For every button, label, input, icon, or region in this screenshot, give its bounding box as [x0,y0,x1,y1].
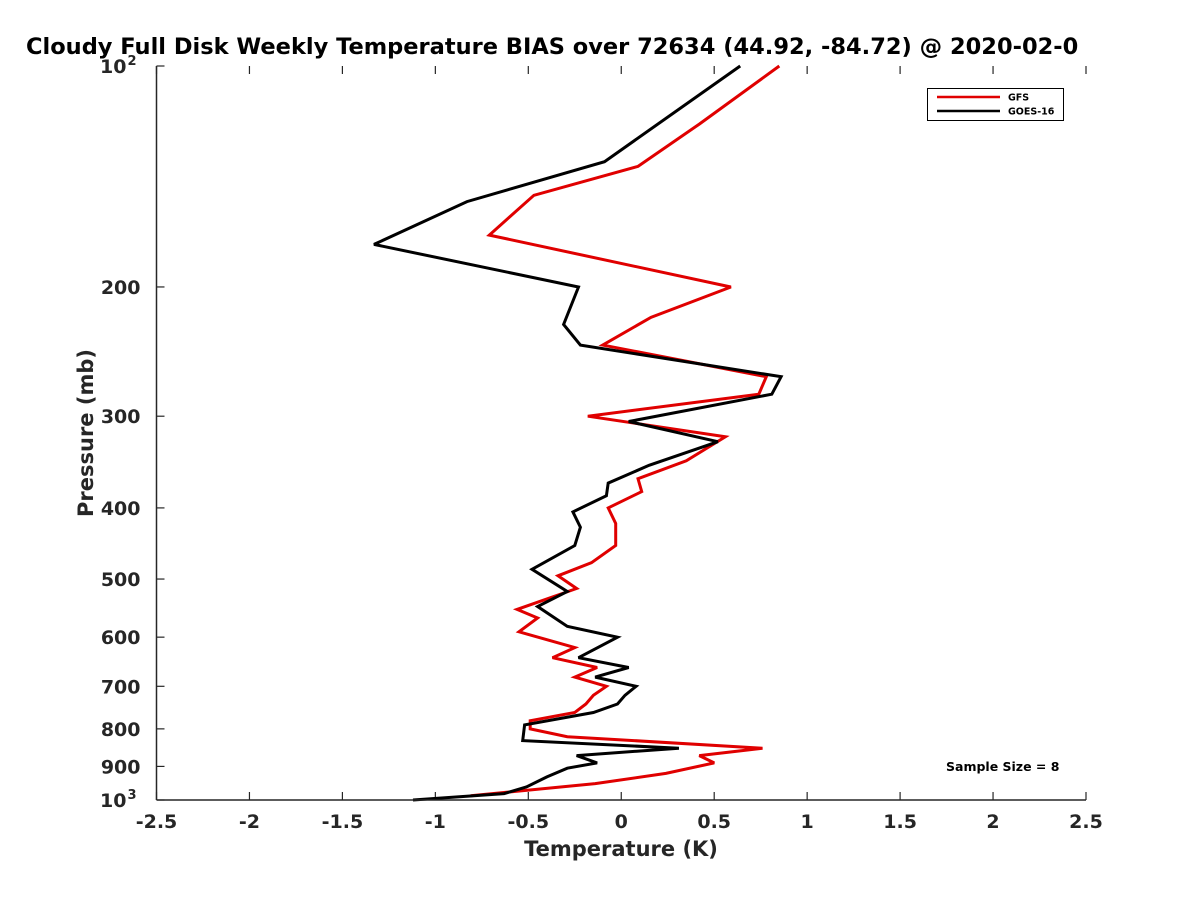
y-axis-label: Pressure (mb) [74,349,98,517]
y-tick-label: 10 [100,56,126,78]
series-line-gfs [470,64,781,798]
sample-size-annotation: Sample Size = 8 [946,759,1059,774]
x-tick-label: -2.5 [136,811,178,833]
legend: GFS GOES-16 [927,88,1064,121]
y-tick-label: 200 [101,277,141,299]
series-line-goes16 [373,64,784,802]
x-tick-label: 0.5 [697,811,731,833]
y-tick-label-base: 10 [100,790,126,812]
series-lines-group [373,64,784,802]
legend-label-gfs: GFS [1008,93,1029,104]
chart-title: Cloudy Full Disk Weekly Temperature BIAS… [26,34,1078,60]
x-tick-label: -1 [425,811,446,833]
y-tick-label-exponent: 3 [128,788,137,803]
y-tick-label: 700 [101,676,141,698]
x-tick-label: 1 [801,811,814,833]
x-tick-label: -0.5 [508,811,550,833]
legend-box [927,88,1064,121]
tick-marks-group [155,65,1087,801]
y-tick-label: 300 [101,406,141,428]
legend-label-goes16: GOES-16 [1008,107,1055,118]
y-tick-label: 800 [101,719,141,741]
y-tick-label: 400 [101,498,141,520]
y-tick-label-exponent: 2 [128,54,137,69]
y-tick-label: 900 [101,756,141,778]
x-tick-labels-group: -2.5 -2 -1.5 -1 -0.5 0 0.5 1 1.5 2 2.5 [136,811,1103,833]
y-tick-label: 10 [100,790,126,812]
x-tick-label: -1.5 [322,811,364,833]
y-tick-label-base: 10 [100,56,126,78]
y-tick-label: 500 [101,569,141,591]
x-tick-label: -2 [239,811,260,833]
x-tick-label: 0 [615,811,628,833]
x-tick-label: 1.5 [883,811,917,833]
y-tick-label: 600 [101,627,141,649]
x-tick-label: 2 [986,811,999,833]
x-axis-label: Temperature (K) [524,837,718,861]
x-tick-label: 2.5 [1069,811,1103,833]
